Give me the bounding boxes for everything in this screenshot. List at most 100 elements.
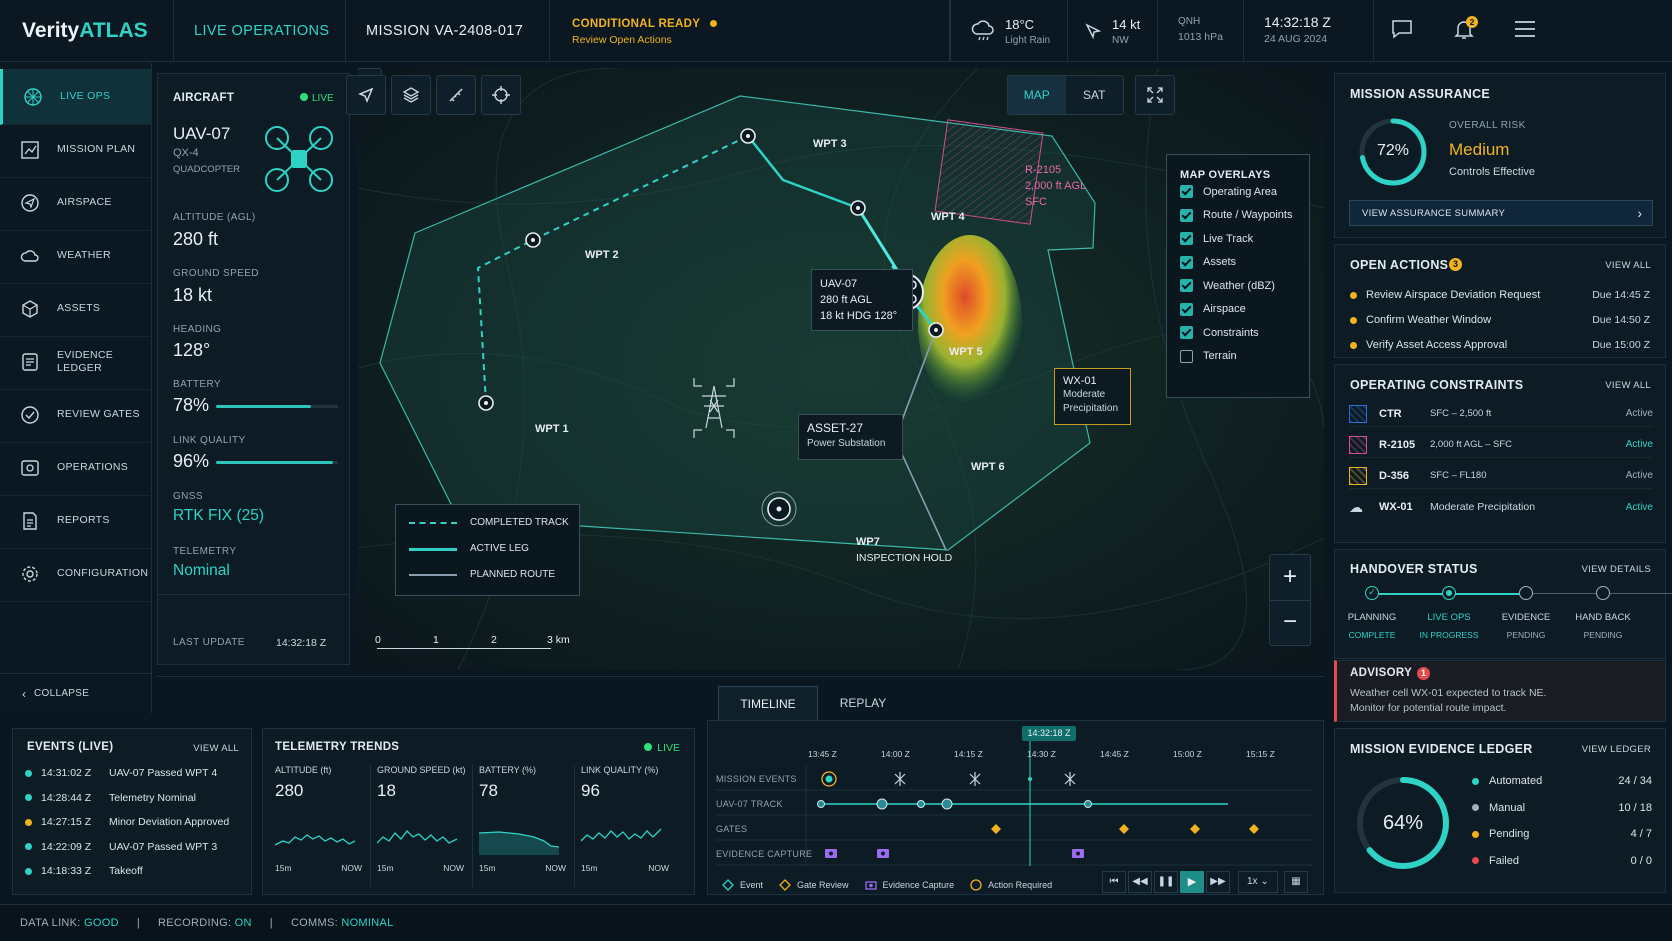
crosshair-icon [492,86,510,104]
fullscreen-button[interactable] [1135,75,1175,115]
zoom-in-button[interactable]: + [1270,555,1310,601]
view-ledger-link[interactable]: VIEW LEDGER [1581,744,1651,755]
aircraft-panel: AIRCRAFT LIVE UAV-07 QX-4 QUADCOPTER ALT… [157,73,350,665]
event-item[interactable]: 14:22:09 Z UAV-07 Passed WPT 3 [25,841,217,853]
timeline-tick-label: 13:45 Z [808,749,837,759]
constraint-row[interactable]: R-2105 2,000 ft AGL – SFC Active [1349,432,1653,458]
sidebar-item-mission-plan[interactable]: MISSION PLAN [0,122,152,178]
checkbox-icon[interactable] [1180,255,1193,269]
overlay-toggle[interactable]: Terrain [1180,349,1237,363]
navigate-tool-button[interactable] [346,75,386,115]
sidebar-item-airspace[interactable]: AIRSPACE [0,175,152,231]
calendar-icon[interactable]: ▦ [1284,871,1308,893]
event-item[interactable]: 14:27:15 Z Minor Deviation Approved [25,816,229,828]
checkbox-icon[interactable] [1180,302,1193,316]
checkbox-icon[interactable] [1180,185,1193,198]
constraint-row[interactable]: CTR SFC – 2,500 ft Active [1349,401,1653,427]
overlay-toggle[interactable]: Live Track [1180,232,1253,245]
checkbox-icon[interactable] [1180,326,1193,339]
checkbox-icon[interactable] [1180,208,1193,222]
overlay-toggle[interactable]: Operating Area [1180,185,1277,198]
action-item[interactable]: Review Airspace Deviation Request Due 14:… [1350,289,1650,301]
collapse-button[interactable]: ‹ COLLAPSE [0,673,152,713]
checkbox-icon[interactable] [1180,279,1193,292]
overlay-toggle[interactable]: Constraints [1180,326,1259,339]
notifications-bell-icon[interactable]: 2 [1452,16,1478,44]
tab-replay[interactable]: REPLAY [839,696,887,710]
satellite-mode-button[interactable]: SAT [1083,88,1106,102]
asset-callout[interactable]: ASSET-27 Power Substation [798,414,903,460]
menu-hamburger-icon[interactable] [1514,20,1536,41]
measure-tool-button[interactable] [436,75,476,115]
sidebar-item-weather[interactable]: WEATHER [0,228,152,284]
sidebar-item-live-ops[interactable]: LIVE OPS [0,69,152,125]
sidebar-item-label: CONFIGURATION [57,567,149,579]
events-view-all-link[interactable]: VIEW ALL [193,743,239,754]
sidebar-item-review-gates[interactable]: REVIEW GATES [0,387,152,443]
brand-logo[interactable]: Verity ATLAS [0,0,174,62]
waypoint-2-label[interactable]: WPT 2 [585,249,619,261]
constraint-row[interactable]: ☁ WX-01 Moderate Precipitation Active [1349,494,1653,520]
zoom-out-button[interactable]: − [1282,608,1297,635]
handover-step-name: LIVE OPS [1427,612,1471,623]
uav-callout-altitude: 280 ft AGL [820,294,872,306]
status-indicator[interactable]: CONDITIONAL READY Review Open Actions [550,0,950,62]
skip-start-button[interactable]: ⏮ [1102,871,1126,893]
sidebar-item-operations[interactable]: OPERATIONS [0,440,152,496]
event-item[interactable]: 14:28:44 Z Telemetry Nominal [25,792,196,804]
sidebar-item-configuration[interactable]: CONFIGURATION [0,546,152,602]
event-item[interactable]: 14:18:33 Z Takeoff [25,865,143,877]
trend-metric[interactable]: BATTERY (%) 78 15m NOW [479,765,575,887]
uav-callout[interactable]: UAV-07 280 ft AGL 18 kt HDG 128° [811,269,913,331]
timeline-chart[interactable] [708,721,1325,896]
trend-metric[interactable]: GROUND SPEED (kt) 18 15m NOW [377,765,473,887]
ledger-dot-icon [1472,830,1479,838]
waypoint-1-label[interactable]: WPT 1 [535,423,569,435]
trend-metric[interactable]: ALTITUDE (ft) 280 15m NOW [275,765,371,887]
waypoint-4-label[interactable]: WPT 4 [931,211,965,223]
map-mode-button[interactable]: MAP [1008,76,1066,114]
sidebar-item-assets[interactable]: ASSETS [0,281,152,337]
waypoint-3-label[interactable]: WPT 3 [813,138,847,150]
action-item[interactable]: Verify Asset Access Approval Due 15:00 Z [1350,339,1650,351]
target-tool-button[interactable] [481,75,521,115]
checkbox-icon[interactable] [1180,349,1193,363]
restricted-area-label[interactable]: R-2105 2,000 ft AGL SFC [1025,162,1086,210]
waypoint-6-label[interactable]: WPT 6 [971,461,1005,473]
action-item[interactable]: Confirm Weather Window Due 14:50 Z [1350,314,1650,326]
event-text: Telemetry Nominal [109,791,196,804]
events-title: EVENTS (LIVE) [27,741,114,753]
view-assurance-summary-button[interactable]: VIEW ASSURANCE SUMMARY › [1349,200,1653,226]
overlay-toggle[interactable]: Airspace [1180,302,1246,316]
constraints-view-all-link[interactable]: VIEW ALL [1605,380,1651,391]
waypoint-7-label[interactable]: WP7 [856,536,880,548]
check-circle-icon [21,405,39,424]
overlay-toggle[interactable]: Weather (dBZ) [1180,279,1275,292]
ledger-label: Automated [1489,775,1543,787]
sidebar-item-reports[interactable]: REPORTS [0,493,152,549]
checkbox-icon[interactable] [1180,232,1193,245]
play-button[interactable]: ▶ [1180,871,1204,893]
chat-icon[interactable] [1390,18,1414,43]
overlay-toggle[interactable]: Assets [1180,255,1236,269]
link-bar-fill [216,461,334,464]
playback-speed-select[interactable]: 1x ⌄ [1238,871,1278,893]
aircraft-model: QX-4 [173,147,199,159]
event-item[interactable]: 14:31:02 Z UAV-07 Passed WPT 4 [25,767,217,779]
tab-timeline[interactable]: TIMELINE [718,686,818,722]
step-forward-button[interactable]: ▶▶ [1206,871,1230,893]
sidebar-item-evidence-ledger[interactable]: EVIDENCE LEDGER [0,334,152,390]
airspace-icon [21,193,39,212]
pause-button[interactable]: ❚❚ [1154,871,1178,893]
weather-cell-callout[interactable]: WX-01 Moderate Precipitation [1054,368,1131,425]
waypoint-5-label[interactable]: WPT 5 [949,346,983,358]
handover-view-details-link[interactable]: VIEW DETAILS [1581,564,1651,575]
wind-direction: NW [1112,34,1129,46]
trend-metric[interactable]: LINK QUALITY (%) 96 15m NOW [581,765,677,887]
trend-axis-end: NOW [648,863,669,873]
actions-view-all-link[interactable]: VIEW ALL [1605,260,1651,271]
constraint-row[interactable]: D-356 SFC – FL180 Active [1349,463,1653,489]
layers-tool-button[interactable] [391,75,431,115]
overlay-toggle[interactable]: Route / Waypoints [1180,208,1292,222]
step-back-button[interactable]: ◀◀ [1128,871,1152,893]
